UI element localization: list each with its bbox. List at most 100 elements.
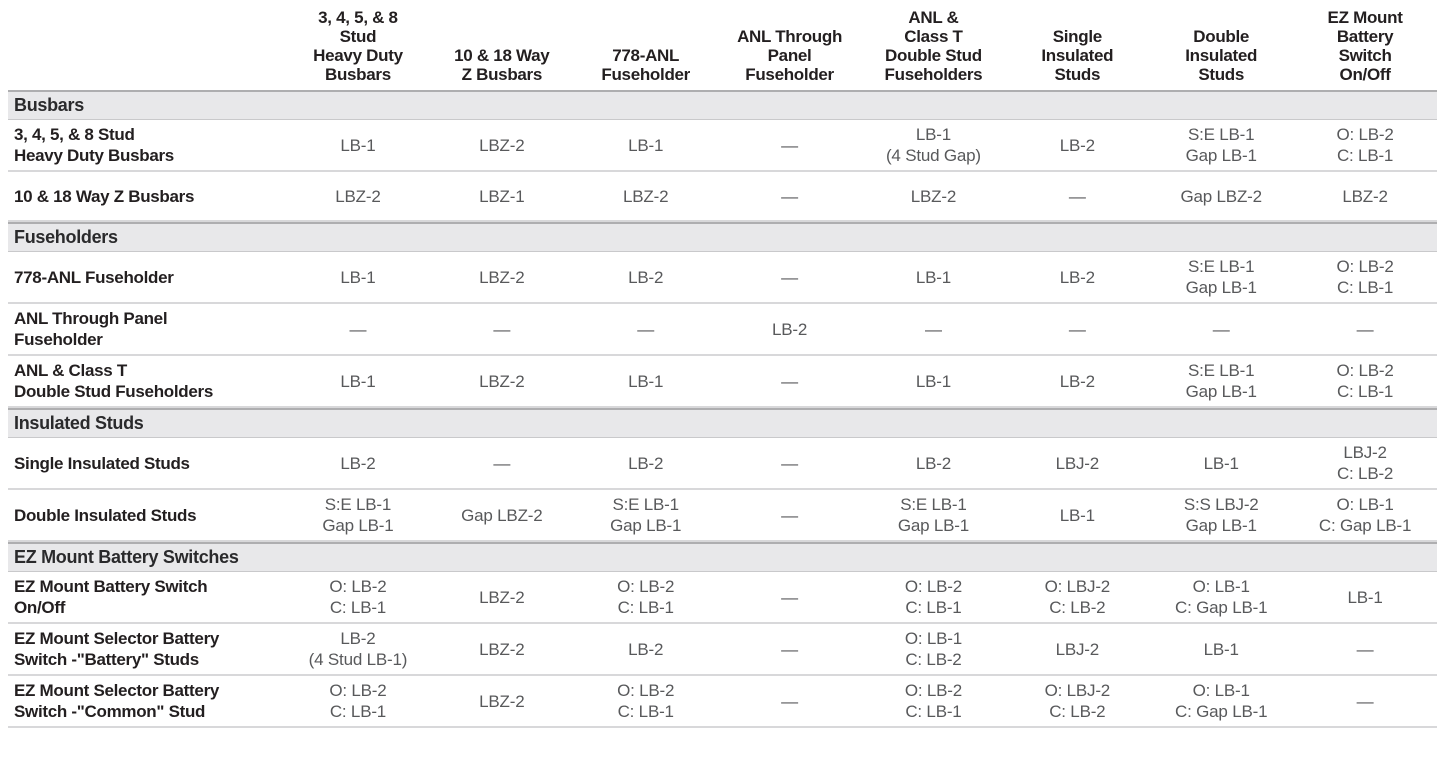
table-cell: LB-2 — [1059, 371, 1095, 391]
table-row: EZ Mount Selector Battery Switch -"Batte… — [8, 624, 1437, 676]
table-cell: LBZ-2 — [335, 186, 381, 206]
table-cell: O: LB-2 C: LB-1 — [904, 577, 963, 617]
table-cell: LB-1 — [340, 135, 376, 155]
table-row: 10 & 18 Way Z Busbars LBZ-2 LBZ-1 LBZ-2 — LBZ… — [8, 172, 1437, 222]
table-cell: LBZ-2 — [479, 691, 525, 711]
row-label: ANL Through Panel Fuseholder — [14, 309, 168, 349]
compatibility-table: 3, 4, 5, & 8 Stud Heavy Duty Busbars 10 &… — [8, 0, 1437, 728]
table-cell: LB-1 — [1203, 639, 1239, 659]
table-cell: — — [493, 319, 511, 339]
table-cell: LBJ-2 C: LB-2 — [1336, 443, 1394, 483]
table-cell: LB-1 — [628, 135, 664, 155]
table-row: 778-ANL Fuseholder LB-1 LBZ-2 LB-2 — LB-1 LB-2… — [8, 252, 1437, 304]
table-cell: LBZ-2 — [479, 639, 525, 659]
table-cell: — — [1356, 691, 1374, 711]
row-label: EZ Mount Selector Battery Switch -"Batte… — [14, 629, 220, 669]
column-header: ANL & Class T Double Stud Fuseholders — [884, 8, 983, 84]
table-cell: LB-2 — [340, 453, 376, 473]
table-cell: S:E LB-1 Gap LB-1 — [1185, 361, 1257, 401]
table-row: 3, 4, 5, & 8 Stud Heavy Duty Busbars LB-1… — [8, 120, 1437, 172]
table-cell: LB-2 — [628, 639, 664, 659]
table-row: Double Insulated Studs S:E LB-1 Gap LB-1 G… — [8, 490, 1437, 542]
section-header: Insulated Studs — [8, 408, 1437, 438]
table-cell: LB-2 — [1059, 135, 1095, 155]
section-title: Busbars — [14, 95, 84, 115]
table-cell: — — [781, 186, 798, 206]
column-header: 10 & 18 Way Z Busbars — [454, 46, 550, 84]
row-label: ANL & Class T Double Stud Fuseholders — [14, 361, 214, 401]
table-cell: — — [1068, 186, 1086, 206]
row-label: 778-ANL Fuseholder — [14, 267, 174, 287]
section-header: Busbars — [8, 90, 1437, 120]
table-cell: O: LB-2 C: LB-1 — [329, 681, 387, 721]
row-label: 3, 4, 5, & 8 Stud Heavy Duty Busbars — [14, 125, 174, 165]
table-cell: LB-1 — [915, 371, 951, 391]
table-cell: Gap LBZ-2 — [1180, 186, 1263, 206]
table-row: ANL & Class T Double Stud Fuseholders LB-… — [8, 356, 1437, 408]
table-cell: — — [1212, 319, 1230, 339]
table-cell: — — [781, 587, 798, 607]
table-row: EZ Mount Battery Switch On/Off O: LB-2 C:… — [8, 572, 1437, 624]
column-header: Single Insulated Studs — [1041, 27, 1114, 84]
column-header: 3, 4, 5, & 8 Stud Heavy Duty Busbars — [313, 8, 403, 84]
table-cell: LBZ-2 — [479, 587, 525, 607]
table-cell: O: LBJ-2 C: LB-2 — [1044, 681, 1111, 721]
table-cell: LB-1 — [915, 267, 951, 287]
table-body: Busbars 3, 4, 5, & 8 Stud Heavy Duty Busb… — [8, 90, 1437, 728]
table-cell: — — [781, 639, 798, 659]
table-cell: — — [781, 453, 798, 473]
table-cell: O: LB-1 C: Gap LB-1 — [1175, 681, 1268, 721]
table-cell: O: LB-2 C: LB-1 — [1336, 257, 1394, 297]
table-cell: O: LB-2 C: LB-1 — [904, 681, 963, 721]
table-cell: S:E LB-1 Gap LB-1 — [322, 495, 394, 535]
table-cell: O: LB-1 C: Gap LB-1 — [1318, 495, 1412, 535]
table-row: Single Insulated Studs LB-2 — LB-2 — LB-2 LBJ-… — [8, 438, 1437, 490]
table-cell: S:E LB-1 Gap LB-1 — [610, 495, 682, 535]
table-cell: — — [781, 691, 798, 711]
section-title: Fuseholders — [14, 227, 118, 247]
table-cell: O: LB-2 C: LB-1 — [1336, 361, 1394, 401]
table-cell: LB-2 — [915, 453, 951, 473]
table-cell: O: LB-1 C: LB-2 — [904, 629, 963, 669]
table-cell: LB-1 — [628, 371, 664, 391]
table-cell: LB-1 — [340, 267, 376, 287]
table-row: EZ Mount Selector Battery Switch -"Commo… — [8, 676, 1437, 728]
table-cell: — — [781, 505, 798, 525]
table-cell: LB-2 — [628, 267, 664, 287]
table-cell: LB-1 — [1203, 453, 1239, 473]
table-row: ANL Through Panel Fuseholder — — — LB-2 — — — — — [8, 304, 1437, 356]
table-cell: — — [781, 371, 798, 391]
section-title: Insulated Studs — [14, 413, 144, 433]
row-label: Double Insulated Studs — [14, 505, 197, 525]
table-cell: O: LB-2 C: LB-1 — [617, 577, 675, 617]
column-header: EZ Mount Battery Switch On/Off — [1327, 8, 1403, 84]
table-cell: LBZ-1 — [479, 186, 525, 206]
table-cell: S:E LB-1 Gap LB-1 — [1185, 125, 1257, 165]
table-cell: S:S LBJ-2 Gap LB-1 — [1183, 495, 1259, 535]
table-cell: LB-2 (4 Stud LB-1) — [308, 629, 408, 669]
table-cell: O: LB-2 C: LB-1 — [329, 577, 387, 617]
table-cell: — — [1068, 319, 1086, 339]
table-cell: — — [637, 319, 655, 339]
section-header: Fuseholders — [8, 222, 1437, 252]
table-cell: — — [1356, 319, 1374, 339]
table-cell: LB-2 — [628, 453, 664, 473]
column-header: Double Insulated Studs — [1185, 27, 1258, 84]
table-cell: LB-1 (4 Stud Gap) — [885, 125, 981, 165]
table-cell: LBZ-2 — [910, 186, 957, 206]
table-cell: S:E LB-1 Gap LB-1 — [897, 495, 970, 535]
table-cell: O: LB-2 C: LB-1 — [1336, 125, 1394, 165]
table-cell: LBZ-2 — [623, 186, 669, 206]
table-cell: — — [1356, 639, 1374, 659]
row-label: Single Insulated Studs — [14, 453, 190, 473]
row-label: EZ Mount Battery Switch On/Off — [14, 577, 208, 617]
table-cell: — — [781, 135, 798, 155]
table-cell: LBZ-2 — [479, 267, 525, 287]
table-cell: S:E LB-1 Gap LB-1 — [1185, 257, 1257, 297]
column-header-row: 3, 4, 5, & 8 Stud Heavy Duty Busbars 10 &… — [8, 0, 1437, 90]
row-label: 10 & 18 Way Z Busbars — [14, 186, 195, 206]
table-cell: LBJ-2 — [1055, 639, 1100, 659]
column-header: ANL Through Panel Fuseholder — [737, 27, 843, 84]
table-cell: — — [493, 453, 511, 473]
